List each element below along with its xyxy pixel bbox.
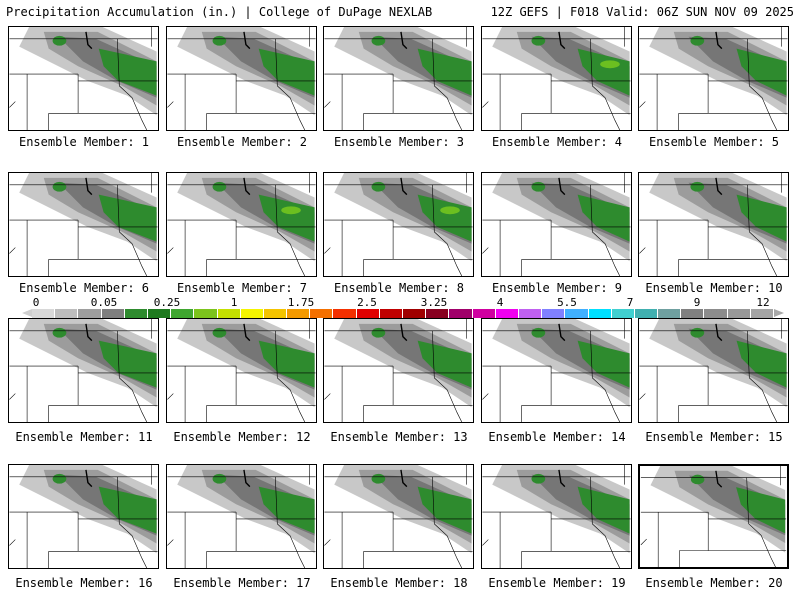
ensemble-member-map[interactable] — [481, 318, 632, 423]
ensemble-member-map[interactable] — [8, 172, 159, 277]
ensemble-member-map[interactable] — [166, 26, 317, 131]
colorbar-swatch — [658, 309, 682, 318]
colorbar-swatch — [356, 309, 380, 318]
ensemble-member-caption: Ensemble Member: 9 — [491, 281, 623, 295]
ensemble-member-caption: Ensemble Member: 2 — [176, 135, 308, 149]
ensemble-member-caption: Ensemble Member: 20 — [645, 576, 783, 590]
ensemble-member-caption: Ensemble Member: 13 — [330, 430, 468, 444]
ensemble-member-caption: Ensemble Member: 17 — [173, 576, 311, 590]
ensemble-member-map[interactable] — [481, 464, 632, 569]
ensemble-member-map[interactable] — [8, 464, 159, 569]
ensemble-member-map[interactable] — [481, 26, 632, 131]
colorbar-swatch — [32, 309, 56, 318]
colorbar-swatch — [495, 309, 519, 318]
ensemble-member-caption: Ensemble Member: 1 — [18, 135, 150, 149]
ensemble-member-caption: Ensemble Member: 5 — [648, 135, 780, 149]
colorbar-swatch — [310, 309, 334, 318]
colorbar-swatch — [379, 309, 403, 318]
colorbar-tick-label: 0.05 — [90, 296, 118, 309]
ensemble-member-map[interactable] — [638, 172, 789, 277]
ensemble-member-caption: Ensemble Member: 3 — [333, 135, 465, 149]
ensemble-member-caption: Ensemble Member: 6 — [18, 281, 150, 295]
ensemble-member-caption: Ensemble Member: 15 — [645, 430, 783, 444]
colorbar-swatch — [101, 309, 125, 318]
colorbar-min-arrow — [22, 309, 32, 317]
colorbar-tick-label: 3.25 — [420, 296, 448, 309]
colorbar-tick-label: 0.25 — [153, 296, 181, 309]
ensemble-member-caption: Ensemble Member: 16 — [15, 576, 153, 590]
colorbar-swatch — [240, 309, 264, 318]
colorbar-swatch — [704, 309, 728, 318]
ensemble-member-map[interactable] — [323, 26, 474, 131]
ensemble-member-caption: Ensemble Member: 12 — [173, 430, 311, 444]
run-valid-time: 12Z GEFS | F018 Valid: 06Z SUN NOV 09 20… — [490, 5, 794, 19]
colorbar-tick-label: 4 — [496, 296, 504, 309]
colorbar-tick-label: 9 — [693, 296, 701, 309]
colorbar-tick-label: 12 — [756, 296, 770, 309]
colorbar-swatch — [750, 309, 774, 318]
ensemble-member-map[interactable] — [166, 318, 317, 423]
ensemble-member-map[interactable] — [8, 26, 159, 131]
colorbar-tick-label: 1 — [230, 296, 238, 309]
ensemble-member-map[interactable] — [323, 464, 474, 569]
map-title: Precipitation Accumulation (in.) | Colle… — [6, 5, 433, 19]
ensemble-member-caption: Ensemble Member: 4 — [491, 135, 623, 149]
colorbar-swatch — [78, 309, 102, 318]
precip-colorbar — [32, 309, 774, 318]
colorbar-swatch — [263, 309, 288, 318]
colorbar-swatch — [588, 309, 612, 318]
ensemble-member-map[interactable] — [638, 464, 789, 569]
colorbar-swatch — [147, 309, 172, 318]
colorbar-swatch — [681, 309, 705, 318]
colorbar-swatch — [565, 309, 589, 318]
ensemble-member-caption: Ensemble Member: 18 — [330, 576, 468, 590]
colorbar-swatch — [403, 309, 427, 318]
colorbar-tick-label: 1.75 — [287, 296, 315, 309]
ensemble-member-map[interactable] — [166, 172, 317, 277]
colorbar-swatch — [727, 309, 751, 318]
ensemble-member-map[interactable] — [323, 318, 474, 423]
ensemble-member-map[interactable] — [166, 464, 317, 569]
ensemble-member-map[interactable] — [323, 172, 474, 277]
colorbar-tick-label: 2.5 — [357, 296, 377, 309]
ensemble-member-caption: Ensemble Member: 19 — [488, 576, 626, 590]
ensemble-member-map[interactable] — [481, 172, 632, 277]
colorbar-swatch — [518, 309, 543, 318]
ensemble-member-caption: Ensemble Member: 11 — [15, 430, 153, 444]
ensemble-member-map[interactable] — [638, 318, 789, 423]
colorbar-swatch — [124, 309, 148, 318]
colorbar-tick-label: 7 — [626, 296, 634, 309]
colorbar-max-arrow — [774, 309, 784, 317]
colorbar-tick-label: 0 — [32, 296, 40, 309]
colorbar-swatch — [634, 309, 659, 318]
colorbar-swatch — [55, 309, 79, 318]
colorbar-swatch — [217, 309, 241, 318]
ensemble-member-caption: Ensemble Member: 8 — [333, 281, 465, 295]
ensemble-member-caption: Ensemble Member: 10 — [645, 281, 783, 295]
colorbar-swatch — [449, 309, 473, 318]
colorbar-swatch — [194, 309, 218, 318]
colorbar-swatch — [426, 309, 450, 318]
colorbar-swatch — [171, 309, 195, 318]
colorbar-tick-label: 5.5 — [557, 296, 577, 309]
ensemble-member-map[interactable] — [8, 318, 159, 423]
colorbar-swatch — [287, 309, 311, 318]
colorbar-swatch — [611, 309, 635, 318]
ensemble-member-caption: Ensemble Member: 7 — [176, 281, 308, 295]
colorbar-swatch — [542, 309, 566, 318]
colorbar-swatch — [333, 309, 357, 318]
ensemble-member-map[interactable] — [638, 26, 789, 131]
colorbar-swatch — [472, 309, 496, 318]
ensemble-member-caption: Ensemble Member: 14 — [488, 430, 626, 444]
